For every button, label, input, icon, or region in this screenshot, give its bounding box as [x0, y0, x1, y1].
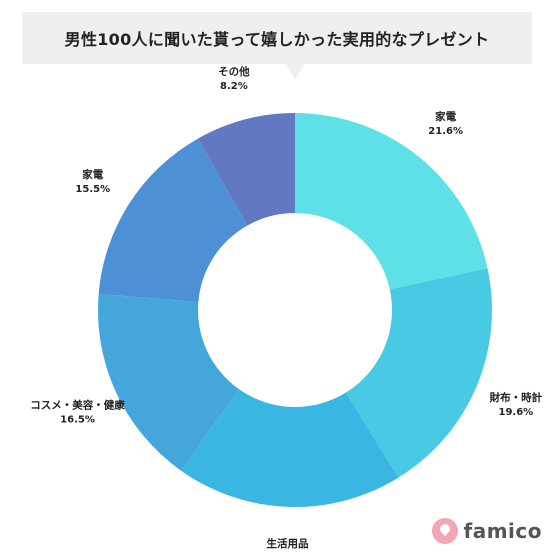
slice-label-2: 財布・時計 19.6%: [489, 391, 543, 418]
slice-label-1: 家電 21.6%: [428, 110, 463, 137]
slice-1: [295, 113, 488, 290]
pin-icon: [431, 518, 458, 544]
slice-category-label: その他: [218, 65, 250, 78]
slice-value-label: 18.6%: [270, 553, 305, 554]
slice-value-label: 21.6%: [428, 126, 463, 137]
slice-category-label: コスメ・美容・健康: [30, 399, 125, 412]
slice-2: [345, 268, 492, 478]
slice-label-3: 生活用品 18.6%: [266, 537, 308, 554]
brand-logo: famico: [431, 518, 543, 544]
slice-4: [98, 293, 239, 471]
logo-text: famico: [463, 519, 542, 543]
slice-6: [197, 113, 295, 226]
slice-category-label: 財布・時計: [489, 391, 543, 404]
slice-label-6: その他 8.2%: [218, 65, 250, 92]
slice-value-label: 16.5%: [60, 415, 95, 426]
slice-3: [181, 389, 399, 507]
title-banner: 男性100人に聞いた貰って嬉しかった実用的なプレゼント: [22, 12, 532, 80]
slice-value-label: 19.6%: [499, 407, 534, 418]
slice-label-4: コスメ・美容・健康 16.5%: [30, 399, 125, 426]
slice-value-label: 15.5%: [75, 184, 110, 195]
slice-5: [98, 138, 248, 303]
chart-title: 男性100人に聞いた貰って嬉しかった実用的なプレゼント: [64, 30, 490, 49]
slice-category-label: 家電: [82, 168, 103, 181]
slice-label-5: 家電 15.5%: [75, 168, 110, 195]
slice-category-label: 生活用品: [266, 537, 308, 550]
slice-value-label: 8.2%: [220, 81, 248, 92]
slice-category-label: 家電: [435, 110, 456, 123]
